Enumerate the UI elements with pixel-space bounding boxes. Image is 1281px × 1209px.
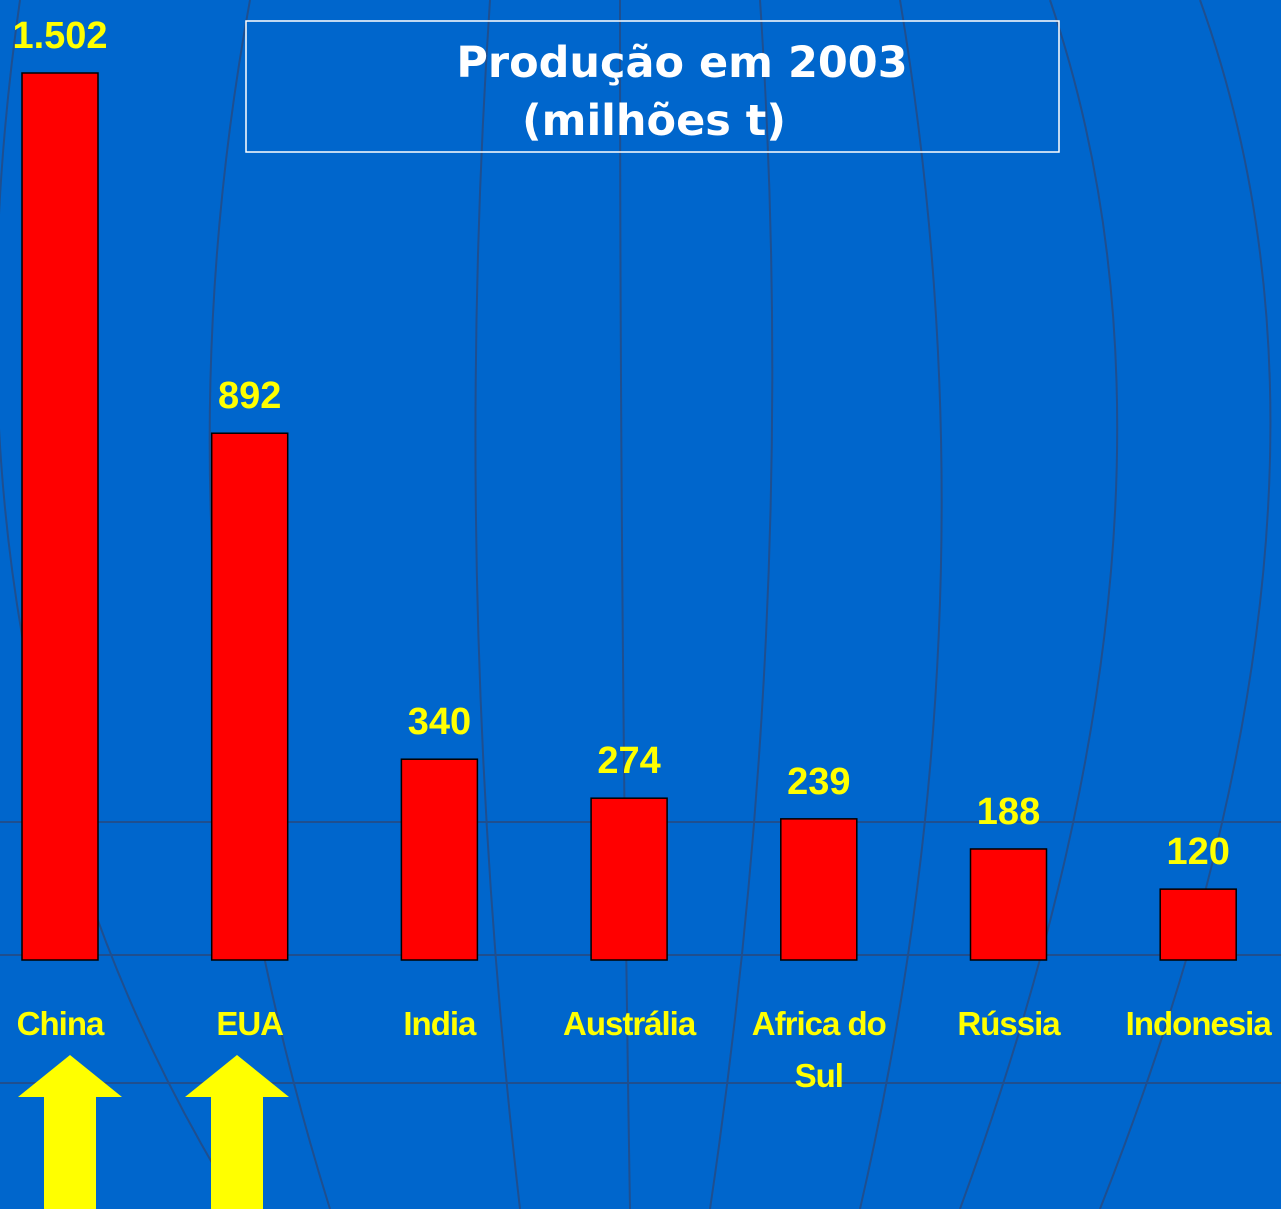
value-label: 188	[977, 791, 1040, 833]
chart-title: (milhões t)	[522, 96, 786, 146]
bar	[210, 432, 289, 961]
bar	[780, 818, 858, 961]
value-label: 274	[597, 740, 660, 782]
value-label: 1.502	[12, 15, 107, 57]
category-label: EUA	[216, 1005, 284, 1042]
bar	[590, 797, 668, 961]
category-label: India	[403, 1005, 476, 1042]
value-label: 340	[408, 701, 471, 743]
category-label: Indonesia	[1125, 1005, 1272, 1042]
category-label: Africa do Sul	[751, 1005, 887, 1094]
bar	[21, 72, 99, 961]
category-label: Austrália	[562, 1005, 696, 1042]
bar	[400, 758, 479, 961]
bar	[969, 848, 1048, 961]
category-label: Rússia	[957, 1005, 1060, 1042]
chart-title: Produção em 2003	[456, 38, 907, 88]
bar	[1159, 888, 1237, 961]
title-box	[245, 20, 1060, 153]
arrow	[18, 1055, 122, 1209]
arrow	[185, 1055, 289, 1209]
value-label: 120	[1166, 831, 1229, 873]
category-label: China	[16, 1005, 105, 1042]
value-label: 239	[787, 761, 850, 803]
value-label: 892	[218, 375, 281, 417]
